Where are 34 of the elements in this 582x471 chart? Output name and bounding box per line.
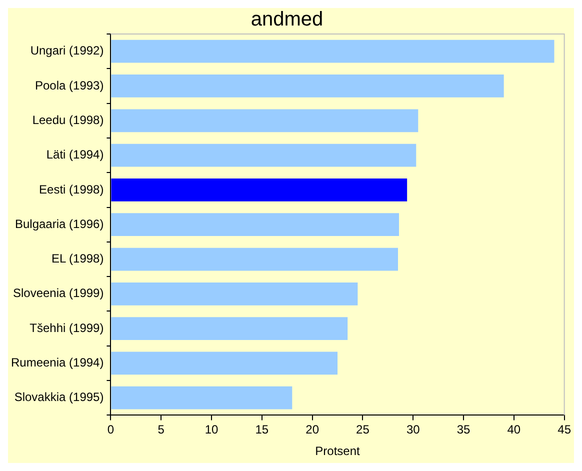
bar [111, 109, 418, 132]
x-tick-label: 40 [507, 422, 521, 437]
x-axis-title: Protsent [315, 444, 361, 458]
x-tick-label: 10 [204, 422, 219, 437]
y-tick-label: Eesti (1998) [39, 182, 104, 196]
x-tick-label: 5 [158, 422, 165, 437]
bar [111, 386, 292, 410]
x-tick-label: 30 [406, 422, 420, 437]
x-tick-label: 20 [306, 422, 320, 437]
bar [111, 213, 400, 236]
x-tick-label: 25 [356, 422, 370, 437]
bar [111, 317, 348, 340]
y-tick-label: Leedu (1998) [32, 112, 104, 127]
bar [111, 144, 416, 167]
bar [111, 248, 398, 271]
y-tick-label: Sloveenia (1999) [12, 286, 104, 300]
bar [111, 40, 554, 63]
y-tick-label: Ungari (1992) [30, 44, 104, 58]
y-tick-label: Rumeenia (1994) [11, 356, 104, 370]
y-tick-label: Läti (1994) [46, 148, 104, 162]
x-tick-label: 45 [558, 422, 572, 437]
bar [111, 282, 358, 306]
y-tick-label: Bulgaaria (1996) [14, 216, 104, 231]
y-tick-label: Slovakkia (1995) [14, 390, 104, 404]
chart-title: andmed [250, 8, 324, 31]
y-tick-label: EL (1998) [51, 252, 104, 266]
bar [111, 178, 408, 202]
x-tick-label: 35 [456, 422, 471, 437]
y-tick-label: Poola (1993) [35, 78, 104, 92]
bar [111, 74, 504, 98]
x-tick-label: 15 [255, 422, 269, 437]
bar [111, 352, 338, 375]
y-tick-label: Tšehhi (1999) [30, 320, 104, 335]
x-tick-label: 0 [107, 422, 114, 437]
